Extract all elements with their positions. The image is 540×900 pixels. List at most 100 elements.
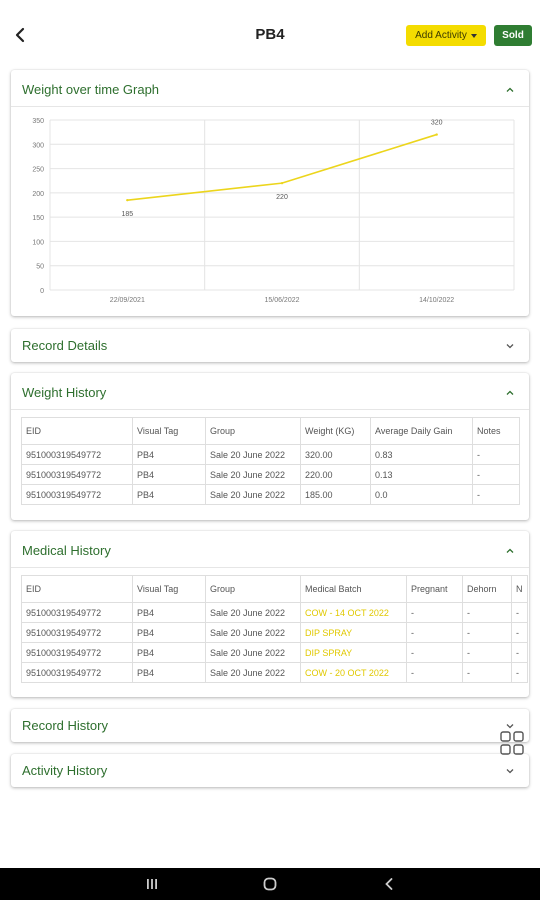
visual-tag-cell: PB4 (132, 662, 206, 683)
table-header-row: EID Visual Tag Group Weight (KG) Average… (21, 417, 520, 445)
group-cell: Sale 20 June 2022 (205, 464, 301, 485)
medical-history-table: EID Visual Tag Group Medical Batch Pregn… (21, 575, 528, 683)
medical-batch-cell: DIP SPRAY (300, 642, 407, 663)
table-row[interactable]: 951000319549772 PB4 Sale 20 June 2022 CO… (21, 662, 528, 683)
visual-tag-cell: PB4 (132, 484, 206, 505)
weight-cell: 220.00 (300, 464, 371, 485)
column-header: EID (21, 575, 133, 603)
table-row[interactable]: 951000319549772 PB4 Sale 20 June 2022 CO… (21, 602, 528, 623)
data-point (435, 133, 438, 136)
y-tick-label: 100 (32, 239, 44, 246)
x-tick-label: 15/06/2022 (264, 297, 299, 304)
y-tick-label: 50 (36, 264, 44, 271)
column-header: Group (205, 575, 301, 603)
y-tick-label: 350 (32, 118, 44, 125)
truncated-cell: - (511, 622, 528, 643)
pregnant-cell: - (406, 622, 463, 643)
add-activity-label: Add Activity (415, 30, 467, 41)
weight-history-title: Weight History (22, 385, 107, 400)
group-cell: Sale 20 June 2022 (205, 484, 301, 505)
data-label: 220 (276, 194, 288, 201)
medical-history-title: Medical History (22, 543, 111, 558)
dehorn-cell: - (462, 662, 512, 683)
eid-cell: 951000319549772 (21, 642, 133, 663)
arrow-back-icon[interactable] (8, 22, 34, 48)
caret-down-icon (470, 33, 477, 38)
dehorn-cell: - (462, 642, 512, 663)
visual-tag-cell: PB4 (132, 622, 206, 643)
pregnant-cell: - (406, 642, 463, 663)
truncated-cell: - (511, 602, 528, 623)
column-header: Average Daily Gain (370, 417, 473, 445)
y-tick-label: 0 (40, 288, 44, 295)
chevron-down-icon[interactable] (505, 766, 515, 776)
apps-grid-icon[interactable] (499, 730, 525, 756)
table-row[interactable]: 951000319549772 PB4 Sale 20 June 2022 18… (21, 484, 520, 505)
eid-cell: 951000319549772 (21, 444, 133, 465)
card-divider (11, 409, 529, 410)
table-row[interactable]: 951000319549772 PB4 Sale 20 June 2022 DI… (21, 642, 528, 663)
visual-tag-cell: PB4 (132, 602, 206, 623)
home-icon[interactable] (262, 876, 278, 892)
eid-cell: 951000319549772 (21, 662, 133, 683)
chevron-up-icon[interactable] (505, 546, 515, 556)
y-tick-label: 300 (32, 142, 44, 149)
table-row[interactable]: 951000319549772 PB4 Sale 20 June 2022 DI… (21, 622, 528, 643)
record-details-title: Record Details (22, 338, 108, 353)
data-point (126, 198, 129, 202)
table-row[interactable]: 951000319549772 PB4 Sale 20 June 2022 22… (21, 464, 520, 485)
column-header: Weight (KG) (300, 417, 371, 445)
system-navigation-bar (0, 868, 540, 900)
data-label: 320 (431, 120, 443, 127)
column-header: Medical Batch (300, 575, 407, 603)
chevron-down-icon[interactable] (505, 721, 515, 731)
pregnant-cell: - (406, 602, 463, 623)
column-header: Dehorn (462, 575, 512, 603)
visual-tag-cell: PB4 (132, 464, 206, 485)
medical-history-card: Medical History EID Visual Tag Group Med… (11, 531, 529, 697)
weight-line-chart: 0 50 100 150 200 250 300 350 22/09/2021 15/06/202… (32, 118, 515, 304)
medical-batch-cell: DIP SPRAY (300, 622, 407, 643)
weight-history-card: Weight History EID Visual Tag Group Weig… (11, 373, 529, 520)
column-header: Visual Tag (132, 575, 206, 603)
weight-cell: 185.00 (300, 484, 371, 505)
pregnant-cell: - (406, 662, 463, 683)
y-tick-label: 150 (32, 215, 44, 222)
record-history-title: Record History (22, 718, 108, 733)
truncated-cell: - (511, 662, 528, 683)
column-header: Visual Tag (132, 417, 206, 445)
activity-history-title: Activity History (22, 763, 108, 778)
eid-cell: 951000319549772 (21, 622, 133, 643)
column-header: Pregnant (406, 575, 463, 603)
notes-cell: - (472, 444, 520, 465)
table-row[interactable]: 951000319549772 PB4 Sale 20 June 2022 32… (21, 444, 520, 465)
column-header: EID (21, 417, 133, 445)
card-divider (11, 106, 529, 107)
visual-tag-cell: PB4 (132, 642, 206, 663)
column-header: N (511, 575, 528, 603)
y-tick-label: 250 (32, 167, 44, 174)
chevron-up-icon[interactable] (505, 388, 515, 398)
dehorn-cell: - (462, 602, 512, 623)
visual-tag-cell: PB4 (132, 444, 206, 465)
data-point (280, 181, 284, 185)
add-activity-button[interactable]: Add Activity (406, 25, 486, 46)
eid-cell: 951000319549772 (21, 484, 133, 505)
recents-icon[interactable] (144, 876, 160, 892)
sold-button[interactable]: Sold (494, 25, 532, 46)
card-divider (11, 567, 529, 568)
nav-back-icon[interactable] (381, 876, 397, 892)
weight-cell: 320.00 (300, 444, 371, 465)
chevron-down-icon[interactable] (505, 341, 515, 351)
group-cell: Sale 20 June 2022 (205, 444, 301, 465)
notes-cell: - (472, 464, 520, 485)
record-details-card[interactable]: Record Details (11, 329, 529, 362)
chevron-up-icon[interactable] (505, 85, 515, 95)
data-label: 185 (121, 211, 133, 218)
column-header: Notes (472, 417, 520, 445)
record-history-card[interactable]: Record History (11, 709, 529, 742)
weight-graph-card: Weight over time Graph 0 50 100 150 200 250 30… (11, 70, 529, 316)
activity-history-card[interactable]: Activity History (11, 754, 529, 787)
group-cell: Sale 20 June 2022 (205, 622, 301, 643)
y-tick-label: 200 (32, 191, 44, 198)
